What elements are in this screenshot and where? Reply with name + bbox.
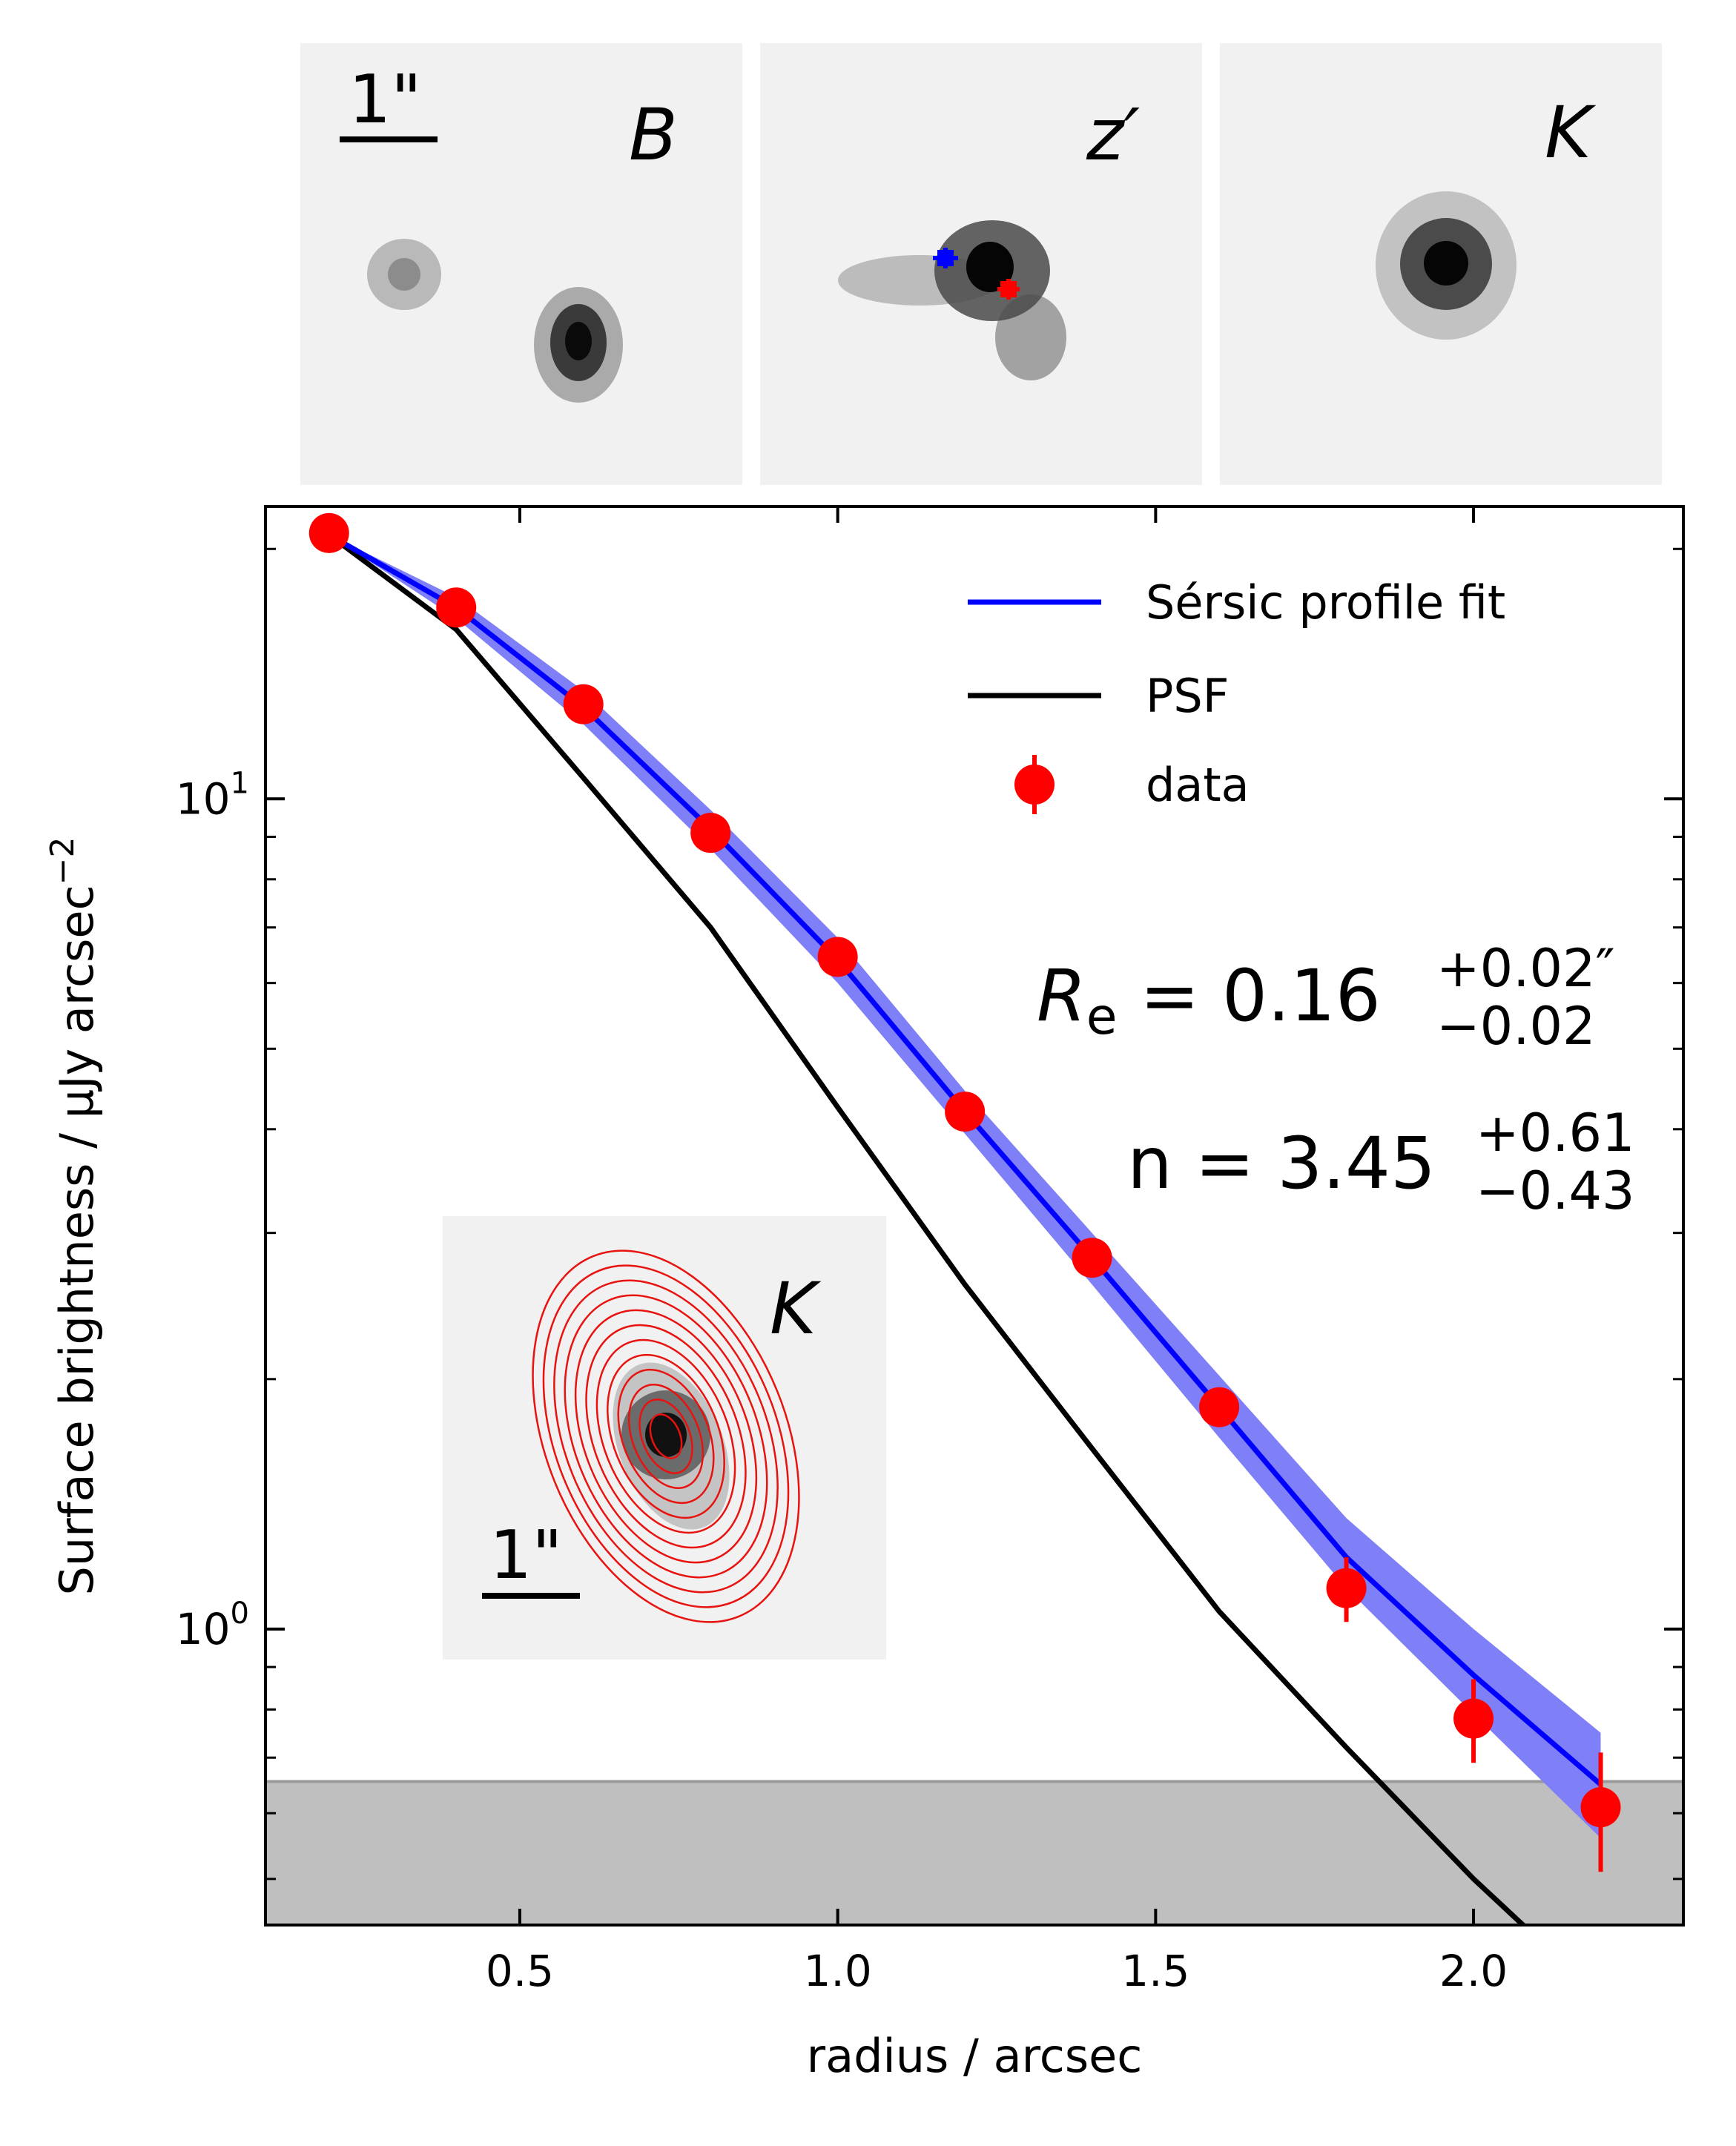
contour-level	[585, 1324, 747, 1549]
y-tick-label: 100	[176, 1597, 249, 1654]
contour-level	[595, 1338, 736, 1534]
svg-text:Re = 0.16: Re = 0.16	[1037, 954, 1381, 1046]
legend-data-label: data	[1146, 758, 1250, 812]
data-point	[1580, 1752, 1621, 1872]
re-upper: +0.02″	[1436, 938, 1615, 999]
y-tick-label: 101	[176, 766, 249, 824]
legend-data-marker	[1014, 765, 1055, 805]
y-axis-title: Surface brightness / µJy arcsec−2	[44, 836, 104, 1595]
x-ticks: 0.5 1.0 1.5 2.0	[486, 506, 1508, 1996]
y-axis-title-exponent: −2	[44, 836, 82, 885]
re-value: = 0.16	[1118, 954, 1381, 1037]
x-tick-label: 1.0	[804, 1946, 872, 1996]
re-annotation: Re = 0.16 +0.02″ −0.02	[1037, 938, 1615, 1057]
contour-level	[574, 1309, 758, 1564]
data-point	[436, 587, 477, 628]
psf-line	[327, 532, 1527, 1925]
contour-level	[553, 1279, 779, 1594]
legend-fit-label: Sérsic profile fit	[1146, 575, 1505, 630]
n-lower: −0.43	[1476, 1161, 1635, 1221]
contour-level	[638, 1399, 693, 1474]
data-point-marker	[563, 684, 604, 724]
k-blob-core	[1424, 241, 1468, 285]
data-point	[690, 813, 731, 854]
data-point-marker	[945, 1092, 986, 1132]
z-blob-core	[966, 242, 1014, 292]
red-position-marker	[997, 279, 1020, 300]
data-point	[308, 512, 349, 553]
data-point-marker	[1580, 1787, 1621, 1828]
y-ticks: 101 100	[176, 547, 1683, 1881]
contour-set	[532, 1249, 800, 1623]
scale-bar-inset-label: 1"	[489, 1516, 563, 1594]
contour-level	[564, 1294, 768, 1579]
re-lower: −0.02	[1436, 996, 1596, 1057]
contour-level	[532, 1249, 800, 1623]
n-annotation: n = 3.45 +0.61 −0.43	[1127, 1103, 1635, 1221]
data-point	[563, 684, 604, 724]
plot-frame	[264, 505, 1685, 1927]
noise-floor-region	[265, 1781, 1683, 1925]
data-point	[817, 937, 858, 977]
panel-k: K	[1220, 43, 1662, 485]
b-blob-bright-core	[565, 322, 592, 360]
inset-k-label: K	[770, 1267, 822, 1350]
panel-k-label: K	[1545, 91, 1597, 174]
data-point-marker	[308, 512, 349, 553]
blue-position-marker	[933, 248, 958, 268]
b-blob-faint-core	[388, 258, 420, 291]
data-point	[1072, 1238, 1112, 1278]
x-tick-label: 0.5	[486, 1946, 554, 1996]
contour-level	[627, 1383, 704, 1490]
re-symbol: R	[1037, 954, 1086, 1037]
scale-bar-top-label: 1"	[349, 61, 422, 139]
data-point	[1453, 1679, 1494, 1763]
inset-k-image: 1" K	[443, 1216, 886, 1660]
legend: Sérsic profile fit PSF data	[968, 575, 1505, 814]
contour-level	[649, 1413, 683, 1459]
data-point-marker	[1072, 1238, 1112, 1278]
data-point-marker	[436, 587, 477, 628]
panel-b: 1" B	[300, 43, 742, 485]
image-panels: 1" B z′ K	[300, 43, 1662, 485]
profile-plot: 1" K 0.5 1.0 1.5 2.0 101 100 radius / arcsec…	[44, 505, 1685, 2083]
legend-psf-label: PSF	[1146, 669, 1229, 723]
data-point-marker	[1199, 1387, 1240, 1427]
n-upper: +0.61	[1476, 1103, 1635, 1163]
data-points	[308, 512, 1621, 1872]
data-point	[1326, 1557, 1367, 1622]
data-point-marker	[1326, 1568, 1367, 1608]
re-subscript: e	[1086, 988, 1118, 1046]
data-point	[945, 1092, 986, 1132]
data-point-marker	[817, 937, 858, 977]
y-axis-title-main: Surface brightness / µJy arcsec	[50, 885, 104, 1595]
sersic-fit-uncertainty-band	[329, 535, 1601, 1838]
panel-z: z′	[760, 43, 1202, 485]
n-value: n = 3.45	[1127, 1122, 1436, 1205]
x-tick-label: 1.5	[1121, 1946, 1189, 1996]
x-tick-label: 2.0	[1439, 1946, 1508, 1996]
contour-level	[542, 1264, 790, 1608]
data-point-marker	[690, 813, 731, 854]
panel-z-label: z′	[1086, 93, 1140, 176]
contour-level	[617, 1368, 715, 1505]
data-point-marker	[1453, 1698, 1494, 1739]
contour-level	[607, 1353, 725, 1519]
panel-b-label: B	[629, 93, 678, 176]
x-axis-title: radius / arcsec	[807, 2029, 1143, 2083]
data-point	[1199, 1387, 1240, 1427]
